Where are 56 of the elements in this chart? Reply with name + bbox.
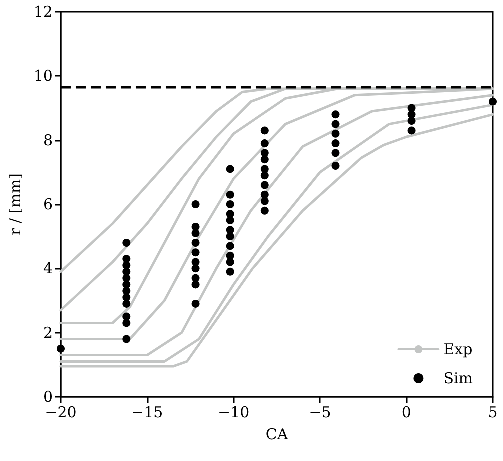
x-tick-label: −5 [309,404,332,422]
point [332,120,340,128]
point [192,280,200,289]
point [192,229,200,238]
point [122,319,131,328]
point [56,344,65,353]
point [122,335,131,344]
point [192,300,200,308]
point [408,126,416,135]
x-tick-label: 5 [488,404,498,422]
point [192,264,200,273]
legend-label: Sim [444,370,473,388]
y-tick-label: 8 [43,131,53,150]
point [122,287,131,296]
point [332,140,340,148]
point [226,242,234,250]
point [192,248,200,257]
point [192,239,200,247]
point [332,130,340,138]
legend-label: Exp [444,340,473,358]
point [260,126,269,135]
point [260,165,269,174]
x-tick-label: 0 [402,404,412,422]
point [122,300,131,308]
x-axis-title: CA [266,426,288,444]
point [260,181,269,190]
point [408,117,416,126]
point [192,200,200,208]
point [260,140,269,148]
y-tick-label: 10 [34,67,53,86]
y-tick-label: 12 [34,3,53,21]
point [260,156,269,164]
y-axis-title: r / [mm] [6,174,24,236]
point [260,197,269,206]
point [489,98,497,106]
x-tick-label: −20 [45,404,77,422]
y-tick-label: 2 [43,324,53,342]
point [226,258,234,266]
point [226,190,234,199]
point [332,162,340,170]
x-tick-label: −15 [132,404,164,422]
point [332,149,340,158]
point [226,232,234,241]
point [226,216,234,225]
point [260,172,269,180]
point [260,206,269,215]
point [226,200,234,208]
point [260,149,269,158]
y-tick-label: 0 [43,388,53,406]
x-tick-label: −10 [218,404,250,422]
y-tick-label: 6 [43,196,53,214]
y-tick-label: 4 [43,260,53,278]
point [332,110,340,119]
point [226,268,234,276]
point [226,165,234,174]
point [122,239,131,247]
